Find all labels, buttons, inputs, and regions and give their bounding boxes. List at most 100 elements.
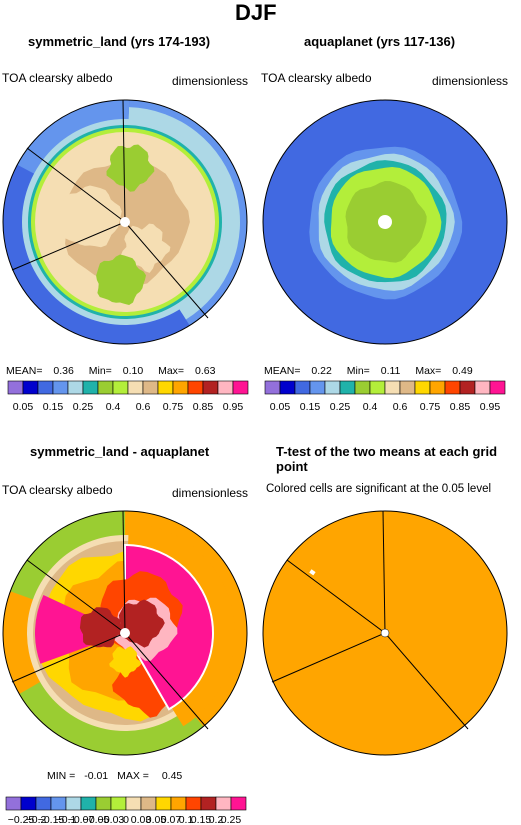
panel2-colorbar-swatch: [309, 380, 326, 395]
panel3-colorbar-tick-label: 0.07: [161, 814, 182, 825]
panel4-sector-line: [382, 510, 386, 634]
panel1-colorbar-swatch: [112, 380, 129, 395]
panel2-colorbar-swatch: [339, 380, 356, 395]
panel3-colorbar-swatch: [155, 796, 172, 811]
panel3-colorbar-tick-label: −0.25: [8, 814, 35, 825]
panel2-colorbar-swatch: [399, 380, 416, 395]
panel3-colorbar-tick-label: 0.1: [179, 814, 194, 825]
panel3-title: symmetric_land - aquaplanet: [30, 444, 210, 459]
panel1-colorbar-tick-label: 0.25: [73, 401, 94, 413]
panel3-colorbar-tick-label: 0.2: [209, 814, 224, 825]
panel2-colorbar-tick-label: 0.6: [393, 401, 408, 413]
panel3-colorbar-tick-label: −0.15: [38, 814, 65, 825]
panel4-sector-line: [384, 632, 469, 730]
panel1-max-label: Max=: [158, 365, 185, 377]
panel1-mean-value: 0.36: [53, 365, 74, 377]
panel3-colorbar-swatch: [5, 796, 22, 811]
panel3-colorbar: −0.25−0.2−0.15−0.1−0.07−0.05−0.030 0.030.…: [5, 796, 247, 825]
panel3-colorbar-tick-label: −0.2: [26, 814, 47, 825]
panel2-colorbar-swatch: [384, 380, 401, 395]
panel3-sector-line: [11, 632, 126, 683]
panel1-colorbar-swatch: [217, 380, 234, 395]
panel1-min-value: 0.10: [122, 365, 144, 377]
panel3-sector-line: [26, 559, 126, 634]
panel1-mean-label: MEAN=: [6, 365, 43, 377]
panel1-colorbar-tick-label: 0.6: [136, 401, 151, 413]
panel1-units-label: dimensionless: [172, 74, 249, 88]
panel1-colorbar: 0.05 0.15 0.25 0.4 0.6 0.75 0.85 0.95: [7, 380, 249, 413]
panel1-colorbar-swatch: [172, 380, 189, 395]
panel2-colorbar-swatch: [429, 380, 446, 395]
panel2-colorbar-tick-label: 0.85: [450, 401, 471, 413]
panel3-colorbar-tick-label: −0.07: [68, 814, 95, 825]
panel1-outline: [2, 99, 248, 345]
panel4-sector-line: [271, 632, 386, 683]
panel2-colorbar-tick-label: 0.05: [270, 401, 291, 413]
panel3-colorbar-swatch: [65, 796, 82, 811]
panel3-colorbar-tick-label: 0.03: [131, 814, 152, 825]
panel3-colorbar-swatch: [170, 796, 187, 811]
panel1-max-value: 0.63: [194, 365, 216, 377]
panel3-colorbar-swatch: [200, 796, 217, 811]
panel1-colorbar-swatch: [7, 380, 24, 395]
panel3-colorbar-swatch: [185, 796, 202, 811]
panel2-stats: MEAN= 0.22 Min= 0.11 Max= 0.49: [264, 365, 473, 377]
panel1-sector-line: [124, 221, 209, 319]
panel4-sector-line: [286, 559, 386, 634]
panel2-colorbar-swatch: [489, 380, 506, 395]
panel1-colorbar-swatch: [232, 380, 249, 395]
panel4-significance-label: Colored cells are significant at the 0.0…: [266, 483, 492, 495]
panel1-colorbar-swatch: [127, 380, 144, 395]
panel3-colorbar-swatch: [125, 796, 142, 811]
panel2-colorbar-tick-label: 0.15: [300, 401, 321, 413]
panel3-variable-label: TOA clearsky albedo: [2, 483, 113, 497]
panel1-colorbar-swatch: [187, 380, 204, 395]
panel1-colorbar-tick-label: 0.75: [163, 401, 184, 413]
panel3-colorbar-tick-label: −0.05: [83, 814, 110, 825]
panel1-colorbar-swatch: [37, 380, 54, 395]
panel2-colorbar-swatch: [444, 380, 461, 395]
panel1-min-label: Min=: [88, 365, 112, 377]
panel3-colorbar-swatch: [80, 796, 97, 811]
panel3-colorbar-swatch: [95, 796, 112, 811]
panel2-colorbar-swatch: [369, 380, 386, 395]
panel1-continent-wheat: [60, 185, 122, 248]
panel2-variable-label: TOA clearsky albedo: [261, 71, 372, 85]
panel1-colorbar-tick-label: 0.95: [223, 401, 244, 413]
panel3-colorbar-tick-label: 0.25: [221, 814, 242, 825]
panel1-colorbar-swatch: [22, 380, 39, 395]
panel2-pole-marker: [378, 215, 392, 229]
panel2-colorbar-tick-label: 0.4: [363, 401, 378, 413]
panel4-title: T-test of the two means at each grid poi…: [276, 444, 498, 474]
figure-title: DJF: [235, 0, 277, 25]
panel2-title: aquaplanet (yrs 117-136): [304, 34, 456, 49]
panel3-colorbar-swatch: [230, 796, 247, 811]
panel1-colorbar-swatch: [142, 380, 159, 395]
panel2-colorbar-swatch: [264, 380, 281, 395]
panel2-colorbar-swatch: [279, 380, 296, 395]
panel2-colorbar-swatch: [354, 380, 371, 395]
panel2-units-label: dimensionless: [432, 74, 509, 88]
panel1-colorbar-swatch: [82, 380, 99, 395]
panel1-variable-label: TOA clearsky albedo: [2, 71, 113, 85]
panel2-mean-label: MEAN=: [264, 365, 301, 377]
panel4-pole-marker: [380, 628, 390, 638]
panel1-colorbar-tick-label: 0.05: [13, 401, 34, 413]
panel2-colorbar-swatch: [459, 380, 476, 395]
panel3-colorbar-swatch: [50, 796, 67, 811]
panel3-colorbar-swatch: [140, 796, 157, 811]
panel2-colorbar-tick-label: 0.25: [330, 401, 351, 413]
panel2-colorbar-tick-label: 0.95: [480, 401, 501, 413]
panel2-min-value: 0.11: [380, 365, 401, 377]
panel2-colorbar: 0.05 0.15 0.25 0.4 0.6 0.75 0.85 0.95: [264, 380, 506, 413]
panel4-outline: [262, 510, 508, 756]
panel1-colorbar-swatch: [157, 380, 174, 395]
panel3-min-value: -0.01: [84, 770, 109, 782]
panel2-mean-value: 0.22: [311, 365, 332, 377]
panel3-colorbar-tick-label: 0.15: [191, 814, 212, 825]
panel1-sector-line: [11, 221, 126, 271]
panel1-green-patch-south: [96, 254, 146, 305]
panel3-units-label: dimensionless: [172, 486, 249, 500]
panel1-pole-marker: [120, 217, 130, 227]
